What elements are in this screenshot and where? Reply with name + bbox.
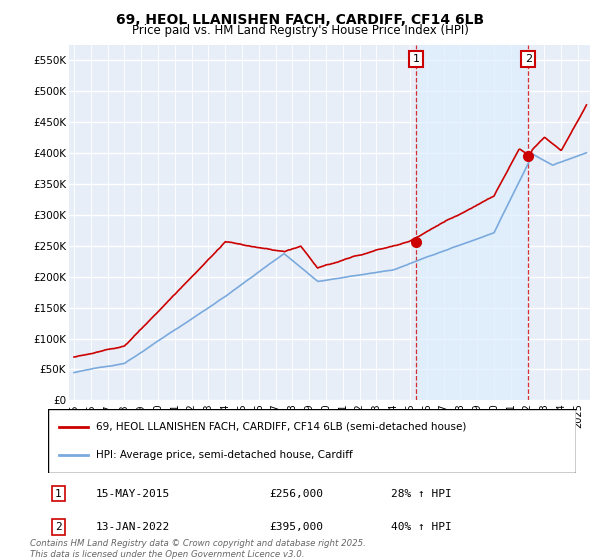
Text: 13-JAN-2022: 13-JAN-2022 bbox=[95, 522, 170, 532]
Text: Price paid vs. HM Land Registry's House Price Index (HPI): Price paid vs. HM Land Registry's House … bbox=[131, 24, 469, 37]
Text: 2: 2 bbox=[525, 54, 532, 64]
Text: 40% ↑ HPI: 40% ↑ HPI bbox=[391, 522, 452, 532]
Text: 15-MAY-2015: 15-MAY-2015 bbox=[95, 488, 170, 498]
Text: 1: 1 bbox=[55, 488, 62, 498]
Text: 69, HEOL LLANISHEN FACH, CARDIFF, CF14 6LB: 69, HEOL LLANISHEN FACH, CARDIFF, CF14 6… bbox=[116, 13, 484, 27]
Text: £395,000: £395,000 bbox=[270, 522, 324, 532]
Text: Contains HM Land Registry data © Crown copyright and database right 2025.
This d: Contains HM Land Registry data © Crown c… bbox=[30, 539, 366, 559]
Text: £256,000: £256,000 bbox=[270, 488, 324, 498]
FancyBboxPatch shape bbox=[48, 409, 576, 473]
Text: 28% ↑ HPI: 28% ↑ HPI bbox=[391, 488, 452, 498]
Bar bbox=[416, 45, 529, 400]
Text: HPI: Average price, semi-detached house, Cardiff: HPI: Average price, semi-detached house,… bbox=[95, 450, 352, 460]
Text: 69, HEOL LLANISHEN FACH, CARDIFF, CF14 6LB (semi-detached house): 69, HEOL LLANISHEN FACH, CARDIFF, CF14 6… bbox=[95, 422, 466, 432]
Text: 1: 1 bbox=[413, 54, 420, 64]
Text: 2: 2 bbox=[55, 522, 62, 532]
